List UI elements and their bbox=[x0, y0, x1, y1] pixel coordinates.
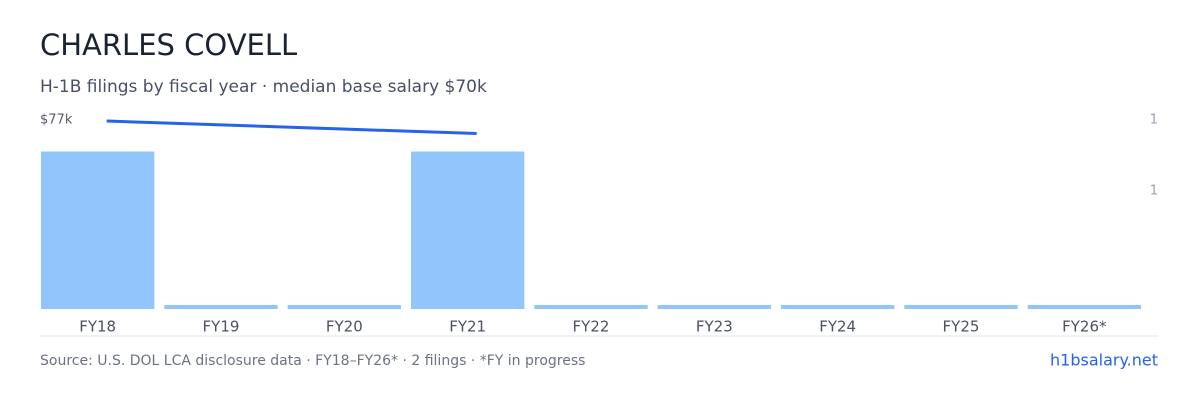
bar bbox=[287, 305, 401, 309]
x-tick-label: FY19 bbox=[203, 318, 240, 336]
x-tick-label: FY26* bbox=[1062, 318, 1107, 336]
bar bbox=[1027, 305, 1141, 309]
bar bbox=[657, 305, 771, 309]
chart-subtitle: H-1B filings by fiscal year · median bas… bbox=[40, 77, 487, 97]
y-tick-label: 1 bbox=[1150, 113, 1158, 128]
bar bbox=[164, 305, 278, 309]
y2-tick-label: $77k bbox=[40, 113, 73, 128]
x-tick-label: FY25 bbox=[943, 318, 980, 336]
bar bbox=[781, 305, 895, 309]
bar bbox=[411, 151, 525, 309]
x-tick-label: FY21 bbox=[449, 318, 486, 336]
salary-line bbox=[106, 119, 477, 136]
site-link[interactable]: h1bsalary.net bbox=[1050, 351, 1158, 370]
chart-title: CHARLES COVELL bbox=[40, 28, 297, 62]
bar bbox=[534, 305, 648, 309]
x-tick-label: FY23 bbox=[696, 318, 733, 336]
x-tick-label: FY20 bbox=[326, 318, 363, 336]
x-tick-label: FY18 bbox=[79, 318, 116, 336]
x-tick-label: FY22 bbox=[573, 318, 610, 336]
source-note: Source: U.S. DOL LCA disclosure data · F… bbox=[40, 353, 585, 369]
bar bbox=[904, 305, 1018, 309]
y-tick-label: 1 bbox=[1150, 183, 1158, 198]
x-tick-label: FY24 bbox=[819, 318, 856, 336]
bar bbox=[41, 151, 155, 309]
